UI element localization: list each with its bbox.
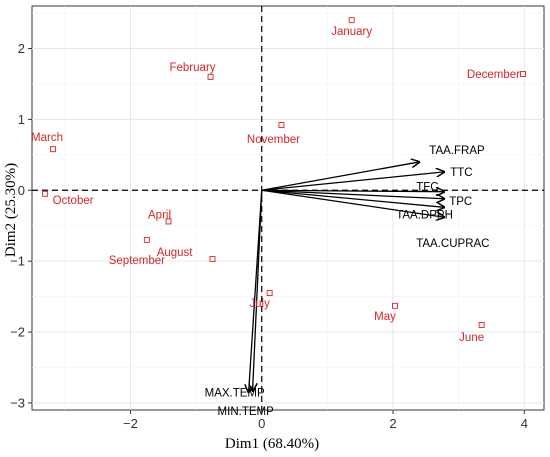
observation-point	[348, 17, 355, 24]
variable-arrows: TAA.FRAPTTCTFCTPCTAA.DPPHTAA.CUPRACMAX.T…	[205, 145, 490, 418]
x-tick-label: 4	[521, 416, 528, 431]
variable-arrow	[261, 162, 420, 191]
variable-arrow	[253, 190, 263, 391]
observation-label: August	[157, 247, 194, 259]
observation-point	[143, 236, 150, 243]
variable-arrow	[261, 189, 444, 199]
observation-label: February	[170, 62, 216, 74]
variable-arrow	[261, 172, 444, 191]
variable-arrow	[261, 189, 444, 207]
variable-label: TPC	[449, 196, 472, 208]
observation-label: December	[467, 69, 520, 81]
variable-label: TAA.CUPRAC	[416, 238, 489, 250]
observation-label: June	[459, 332, 484, 344]
grid-lines	[32, 6, 544, 410]
observation-point	[209, 256, 216, 262]
variable-label: TTC	[450, 167, 472, 179]
observation-label: April	[148, 209, 171, 221]
observation-point	[266, 290, 273, 297]
variable-arrow	[261, 190, 444, 191]
x-tick-label: 0	[258, 416, 265, 431]
observation-label: November	[247, 134, 300, 146]
variable-label: TAA.FRAP	[429, 145, 485, 157]
y-tick-label: −2	[10, 325, 25, 340]
observation-label: July	[249, 298, 270, 310]
variable-arrow	[261, 189, 444, 217]
observation-points: January February March October April Septembe…	[31, 17, 526, 344]
observation-label: May	[374, 311, 396, 323]
observation-point	[207, 73, 214, 80]
y-tick-label: 1	[18, 112, 25, 127]
observation-point	[520, 71, 526, 77]
y-tick-label: −1	[10, 254, 25, 269]
variable-label: TFC	[416, 182, 438, 194]
x-axis-title: Dim1 (68.40%)	[225, 436, 319, 452]
observation-point	[278, 122, 285, 129]
observation-label: October	[53, 195, 94, 207]
variable-label: MIN.TEMP	[218, 406, 275, 418]
observation-label: March	[31, 132, 63, 144]
observation-point	[42, 190, 49, 197]
observation-point	[50, 146, 56, 153]
observation-label: September	[109, 255, 165, 267]
y-tick-label: −3	[10, 395, 25, 410]
y-tick-label: 0	[18, 183, 25, 198]
plot-panel	[31, 5, 545, 411]
observation-label: January	[331, 26, 372, 38]
observation-point	[392, 302, 398, 309]
axis-ticks: −2 0 2 4 −3 −2 −1 0 1 2	[10, 41, 528, 431]
x-tick-label: 2	[389, 416, 396, 431]
y-tick-label: 2	[18, 41, 25, 56]
variable-label: MAX.TEMP	[205, 387, 265, 399]
x-tick-label: −2	[123, 416, 138, 431]
y-axis-title: Dim2 (25.30%)	[3, 163, 19, 257]
observation-point	[165, 218, 172, 225]
observation-point	[478, 321, 485, 328]
